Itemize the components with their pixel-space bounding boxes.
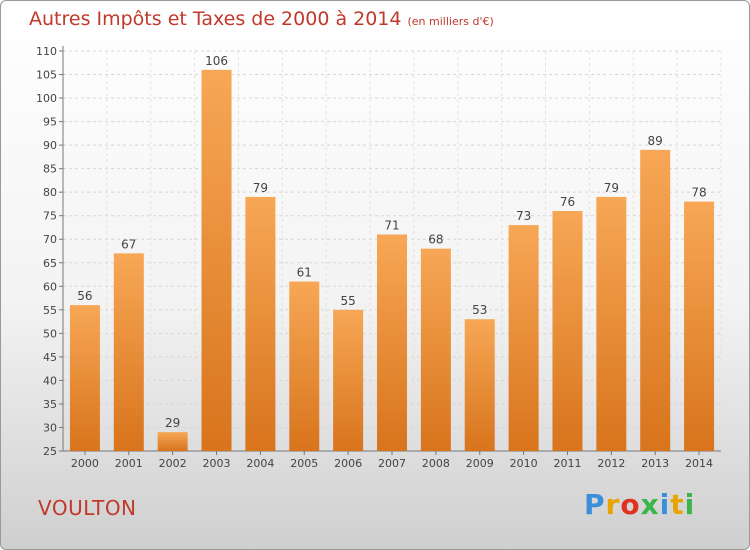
x-tick-label: 2010 [510, 457, 538, 470]
x-tick-label: 2006 [334, 457, 362, 470]
chart-unit: (en milliers d'€) [407, 15, 494, 28]
bar-2009 [464, 319, 495, 451]
x-tick-label: 2007 [378, 457, 406, 470]
y-tick-label: 65 [43, 257, 57, 270]
bar-2003 [201, 69, 232, 451]
bar-2006 [333, 309, 364, 451]
x-tick-label: 2000 [71, 457, 99, 470]
bar-2005 [289, 281, 320, 451]
data-label: 29 [165, 416, 180, 430]
chart-title-text: Autres Impôts et Taxes de 2000 à 2014 [29, 8, 402, 30]
x-tick-label: 2014 [685, 457, 713, 470]
bar-2004 [245, 196, 276, 451]
chart-title: Autres Impôts et Taxes de 2000 à 2014 (en… [29, 8, 494, 30]
x-tick-label: 2002 [159, 457, 187, 470]
data-label: 79 [604, 181, 619, 195]
y-tick-label: 35 [43, 398, 57, 411]
x-tick-label: 2004 [246, 457, 274, 470]
x-tick-label: 2008 [422, 457, 450, 470]
y-tick-label: 40 [43, 374, 57, 387]
data-label: 106 [205, 54, 228, 68]
y-tick-label: 105 [36, 69, 57, 82]
y-tick-label: 75 [43, 210, 57, 223]
x-tick-labels: 2000 2001 2002 2003 2004 2005 2006 2007 2008 2009… [71, 457, 713, 470]
bar-2002 [157, 432, 188, 451]
y-tick-label: 25 [43, 445, 57, 458]
x-tick-label: 2001 [115, 457, 143, 470]
y-tick-label: 95 [43, 116, 57, 129]
data-label: 68 [428, 233, 443, 247]
bar-2010 [508, 225, 539, 451]
y-tick-labels: 25 30 35 40 45 50 55 60 65 70 75 80 85 90 95 100 105 110 [36, 45, 57, 458]
data-label: 53 [472, 303, 487, 317]
data-label: 55 [340, 294, 355, 308]
bar-2008 [420, 248, 451, 451]
y-tick-label: 45 [43, 351, 57, 364]
y-tick-label: 85 [43, 163, 57, 176]
x-tick-label: 2003 [203, 457, 231, 470]
y-tick-label: 60 [43, 280, 57, 293]
data-label: 76 [560, 195, 575, 209]
bar-2014 [684, 201, 715, 451]
data-label: 67 [121, 237, 136, 251]
proxiti-logo: Proxiti [584, 488, 696, 521]
y-tick-label: 100 [36, 92, 57, 105]
y-tick-label: 80 [43, 186, 57, 199]
x-tick-label: 2005 [290, 457, 318, 470]
bars [69, 69, 715, 451]
data-label: 79 [253, 181, 268, 195]
y-tick-label: 90 [43, 139, 57, 152]
data-label: 73 [516, 209, 531, 223]
data-label: 71 [384, 219, 399, 233]
x-tick-label: 2012 [597, 457, 625, 470]
data-label: 89 [648, 134, 663, 148]
data-labels: 56 67 29 106 79 61 55 71 68 53 73 76 79 89 78 [77, 54, 706, 430]
y-tick-label: 70 [43, 233, 57, 246]
y-tick-label: 50 [43, 327, 57, 340]
y-tick-label: 55 [43, 304, 57, 317]
data-label: 56 [77, 289, 92, 303]
data-label: 78 [691, 186, 706, 200]
y-tick-label: 30 [43, 421, 57, 434]
x-tick-label: 2013 [641, 457, 669, 470]
data-label: 61 [297, 266, 312, 280]
bar-chart: 56 67 29 106 79 61 55 71 68 53 73 76 79 89 78 25 30 35 40… [36, 45, 722, 470]
bar-2007 [377, 234, 407, 451]
x-tick-label: 2009 [466, 457, 494, 470]
bar-2011 [552, 211, 583, 451]
bar-2013 [640, 149, 671, 451]
bar-2012 [596, 196, 627, 451]
bar-2000 [69, 305, 100, 451]
y-tick-label: 110 [36, 45, 57, 58]
bar-2001 [113, 253, 144, 451]
place-name: VOULTON [38, 496, 137, 520]
x-tick-label: 2011 [553, 457, 581, 470]
